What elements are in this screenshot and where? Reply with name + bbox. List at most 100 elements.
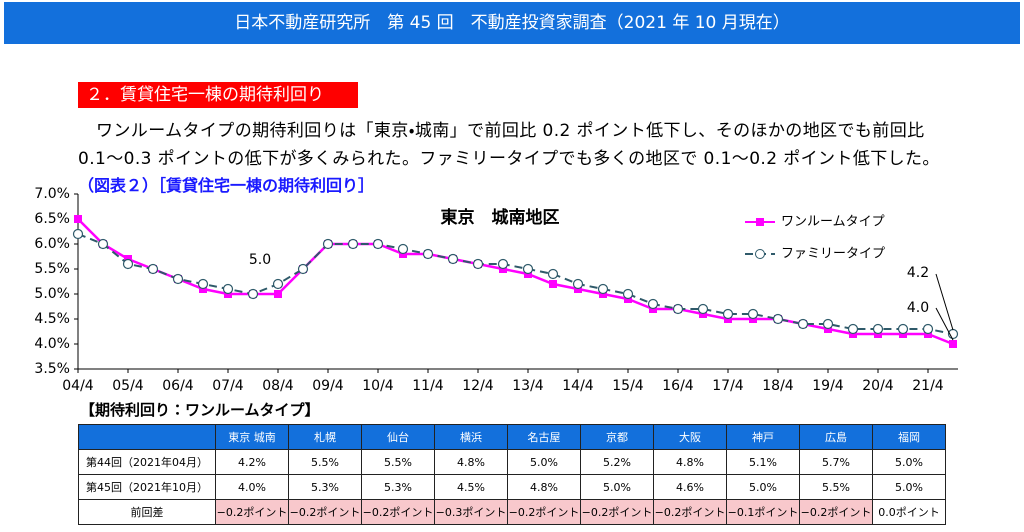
marker	[272, 278, 284, 290]
marker	[847, 323, 859, 335]
chart: 東京 城南地区 3.5% 4.0% 4.5% 5.0% 5.5% 6.0% 6.5% 7.0%…	[34, 186, 959, 394]
marker	[147, 263, 159, 275]
x-tick-label: 10/4	[362, 378, 394, 394]
marker	[347, 238, 359, 250]
annotation: 4.0	[907, 300, 929, 316]
column-header: 仙台	[361, 424, 435, 450]
marker	[872, 323, 884, 335]
y-tick-label: 4.0%	[34, 336, 70, 352]
x-tick-label: 21/4	[912, 378, 944, 394]
marker	[549, 280, 557, 288]
paragraph-line: ワンルームタイプの期待利回りは「東京・城南」で前回比 0.2 ポイント低下し、そ…	[96, 121, 925, 141]
table-cell: 4.8%	[434, 449, 508, 475]
y-tick-label: 7.0%	[34, 186, 70, 202]
legend-label: ファミリータイプ	[781, 247, 885, 262]
y-tick-label: 6.5%	[34, 211, 70, 227]
column-header: 名古屋	[507, 424, 581, 450]
x-tick-label: 05/4	[112, 378, 144, 394]
marker	[822, 318, 834, 330]
marker	[372, 238, 384, 250]
table-cell: 5.0%	[726, 474, 800, 500]
table-cell: −0.1ポイント	[726, 499, 800, 525]
marker	[722, 308, 734, 320]
column-header: 大阪	[653, 424, 727, 450]
marker	[297, 263, 309, 275]
marker	[547, 268, 559, 280]
marker	[74, 215, 82, 223]
column-header: 神戸	[726, 424, 800, 450]
x-tick-label: 07/4	[212, 378, 244, 394]
x-tick-label: 20/4	[862, 378, 894, 394]
table-cell: −0.2ポイント	[361, 499, 435, 525]
marker	[922, 323, 934, 335]
table-cell: −0.2ポイント	[580, 499, 654, 525]
table-cell: −0.2ポイント	[653, 499, 727, 525]
paragraph-line: 0.1～0.3 ポイントの低下が多くみられた。ファミリータイプでも多くの地区で …	[78, 149, 940, 169]
series-line	[77, 218, 954, 346]
marker	[274, 290, 282, 298]
table-row: 第44回（2021年04月） 4.2% 5.5% 5.5% 4.8% 5.0% 5.2% 4.…	[78, 449, 946, 475]
column-header: 横浜	[434, 424, 508, 450]
marker	[522, 263, 534, 275]
x-tick-label: 15/4	[612, 378, 644, 394]
legend-marker	[755, 249, 765, 259]
table-cell: 5.0%	[872, 449, 946, 475]
annotation: 5.0	[249, 252, 271, 268]
chart-title: 東京 城南地区	[441, 207, 560, 228]
annotation-leader	[935, 273, 954, 331]
marker	[897, 323, 909, 335]
marker	[222, 283, 234, 295]
row-label: 第45回（2021年10月）	[78, 474, 216, 500]
marker	[447, 253, 459, 265]
table-cell: 5.0%	[872, 474, 946, 500]
table-cell: −0.2ポイント	[215, 499, 289, 525]
x-tick-label: 08/4	[262, 378, 294, 394]
column-header: 福岡	[872, 424, 946, 450]
x-tick-label: 16/4	[662, 378, 694, 394]
x-tick-label: 12/4	[462, 378, 494, 394]
column-header: 広島	[799, 424, 873, 450]
table-cell: 5.1%	[726, 449, 800, 475]
table-row: 第45回（2021年10月） 4.0% 5.3% 5.3% 4.5% 4.8% 5.0% 4.…	[78, 474, 946, 500]
table-cell: 4.8%	[653, 449, 727, 475]
table-cell: 5.2%	[580, 449, 654, 475]
marker	[247, 288, 259, 300]
y-tick-label: 4.5%	[34, 311, 70, 327]
table-cell: −0.2ポイント	[507, 499, 581, 525]
marker	[172, 273, 184, 285]
marker	[797, 318, 809, 330]
legend-marker	[756, 218, 764, 226]
marker	[772, 313, 784, 325]
x-tick-label: 13/4	[512, 378, 544, 394]
table-cell: −0.3ポイント	[434, 499, 508, 525]
data-table: 東京 城南 札幌 仙台 横浜 名古屋 京都 大阪 神戸 広島 福岡 第44回（2021年04月） 4.…	[78, 424, 946, 525]
table-cell: −0.2ポイント	[799, 499, 873, 525]
annotation: 4.2	[907, 265, 929, 281]
table-cell: 5.5%	[288, 449, 362, 475]
marker	[422, 248, 434, 260]
table-corner	[78, 424, 216, 450]
section-title: ２．賃貸住宅一棟の期待利回り	[78, 82, 358, 108]
table-row: 前回差 −0.2ポイント −0.2ポイント −0.2ポイント −0.3ポイント −0.2ポ…	[78, 499, 946, 525]
table-title: 【期待利回り：ワンルームタイプ】	[80, 401, 320, 419]
table-cell: 4.5%	[434, 474, 508, 500]
marker	[622, 288, 634, 300]
row-label: 第44回（2021年04月）	[78, 449, 216, 475]
marker	[647, 298, 659, 310]
y-tick-label: 5.0%	[34, 286, 70, 302]
table-cell: 0.0ポイント	[872, 499, 946, 525]
table-cell: 5.3%	[288, 474, 362, 500]
marker	[197, 278, 209, 290]
marker	[97, 238, 109, 250]
marker	[322, 238, 334, 250]
y-tick-label: 5.5%	[34, 261, 70, 277]
x-tick-label: 17/4	[712, 378, 744, 394]
row-label: 前回差	[78, 499, 216, 525]
table-header-row: 東京 城南 札幌 仙台 横浜 名古屋 京都 大阪 神戸 広島 福岡	[78, 424, 946, 450]
table-cell: 4.0%	[215, 474, 289, 500]
table-cell: 5.7%	[799, 449, 873, 475]
y-tick-label: 3.5%	[34, 361, 70, 377]
header-bar: 日本不動産研究所 第 45 回 不動産投資家調査（2021 年 10 月現在）	[4, 2, 1020, 44]
marker	[949, 340, 957, 348]
table-cell: 4.2%	[215, 449, 289, 475]
